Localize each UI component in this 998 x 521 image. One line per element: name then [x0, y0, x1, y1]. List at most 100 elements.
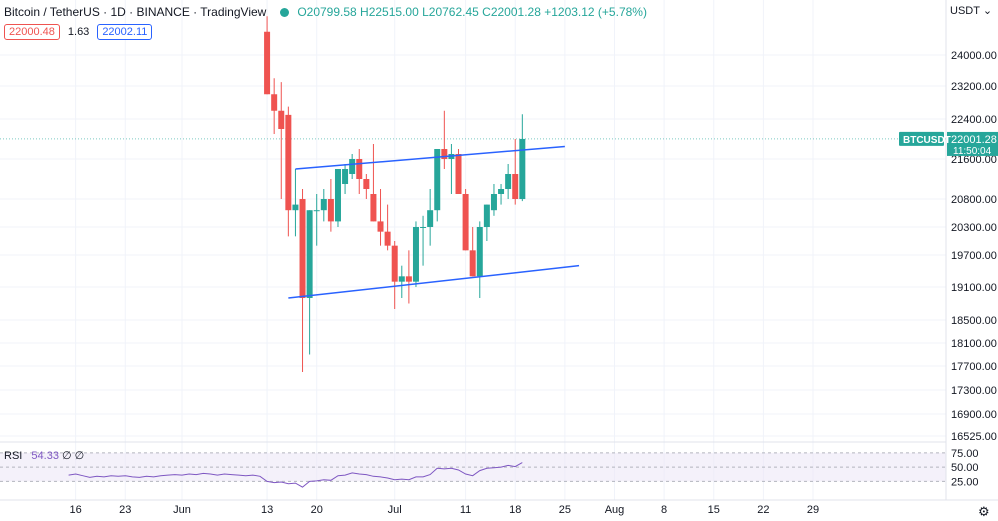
sell-button[interactable]: 22000.48: [4, 24, 60, 40]
candle-body: [469, 250, 476, 277]
spread-value: 1.63: [67, 26, 90, 38]
time-tick-label: Jun: [173, 504, 191, 516]
time-tick-label: 11: [460, 504, 471, 516]
candles: [264, 16, 526, 372]
trendline: [288, 264, 580, 299]
candle: [483, 204, 490, 241]
price-tick-label: 23200.00: [951, 81, 997, 93]
price-tick-label: 18100.00: [951, 338, 997, 350]
rsi-tick-label: 75.00: [951, 448, 979, 460]
candle: [427, 189, 434, 246]
candle-body: [342, 169, 349, 184]
candle: [441, 110, 448, 169]
candle: [363, 174, 370, 199]
candle: [313, 194, 320, 246]
symbol-tag-text: BTCUSDT: [903, 135, 951, 146]
price-tick-label: 20800.00: [951, 194, 997, 206]
candle-body: [427, 210, 434, 227]
buy-button[interactable]: 22002.11: [97, 24, 153, 40]
candle-body: [313, 210, 320, 212]
time-tick-label: 16: [70, 504, 82, 516]
candle: [405, 250, 412, 304]
candle-body: [278, 110, 285, 129]
candle: [455, 149, 462, 194]
candle-body: [391, 245, 398, 282]
candle: [398, 265, 405, 298]
candle: [271, 78, 278, 134]
price-tick-label: 17700.00: [951, 361, 997, 373]
candle: [292, 169, 299, 237]
time-tick-label: 8: [661, 504, 667, 516]
candle: [384, 204, 391, 251]
price-tick-label: 19700.00: [951, 250, 997, 262]
candle: [391, 241, 398, 309]
time-tick-label: 29: [807, 504, 819, 516]
candle-body: [405, 276, 412, 282]
symbol-legend: Bitcoin / TetherUS · 1D · BINANCE · Trad…: [4, 5, 647, 19]
rsi-line: [68, 462, 523, 488]
chevron-down-icon: ⌄: [982, 5, 993, 17]
candle-body: [384, 231, 391, 246]
grid-lines: [0, 0, 946, 500]
candle-body: [441, 149, 448, 159]
candle: [420, 215, 427, 266]
candle-body: [264, 31, 271, 95]
ohlc-values: O20799.58 H22515.00 L20762.45 C22001.28 …: [297, 5, 647, 19]
price-tick-label: 16900.00: [951, 409, 997, 421]
price-tick-label: 24000.00: [951, 50, 997, 62]
gear-icon[interactable]: ⚙: [978, 504, 990, 519]
time-tick-label: 23: [119, 504, 131, 516]
candle: [320, 189, 327, 222]
trade-buttons: 22000.48 1.63 22002.11: [4, 24, 153, 40]
candle-body: [398, 276, 405, 282]
candle-body: [476, 227, 483, 277]
countdown-value: 11:50:04: [953, 146, 992, 157]
candle-body: [320, 199, 327, 211]
symbol-title[interactable]: Bitcoin / TetherUS · 1D · BINANCE · Trad…: [4, 5, 267, 19]
candle: [462, 189, 469, 251]
market-status-icon: [280, 7, 290, 17]
candle: [264, 16, 271, 95]
candle: [285, 106, 292, 237]
time-tick-label: Aug: [605, 504, 625, 516]
candle-body: [455, 154, 462, 194]
candle: [490, 184, 497, 216]
candle-body: [434, 149, 441, 211]
time-tick-label: 15: [708, 504, 720, 516]
candle: [342, 164, 349, 194]
time-tick-label: 25: [559, 504, 571, 516]
candle-body: [356, 159, 363, 179]
price-tick-label: 20300.00: [951, 222, 997, 234]
candle: [356, 149, 363, 194]
candle-body: [363, 179, 370, 189]
candle-body: [483, 204, 490, 227]
candle: [519, 114, 526, 202]
currency-label: USDT: [950, 5, 980, 17]
candle-body: [512, 174, 519, 199]
candle-body: [377, 221, 384, 232]
candle-body: [327, 199, 334, 222]
time-tick-label: 13: [261, 504, 273, 516]
candle-body: [292, 204, 299, 211]
candle: [512, 139, 519, 205]
candle-body: [370, 194, 377, 222]
candle-body: [519, 138, 526, 200]
candle: [412, 221, 419, 287]
price-tick-label: 19100.00: [951, 282, 997, 294]
currency-selector[interactable]: USDT ⌄: [950, 4, 992, 17]
rsi-label[interactable]: RSI: [4, 450, 23, 462]
rsi-extra: ∅ ∅: [62, 450, 85, 462]
candle: [278, 82, 285, 199]
time-tick-label: 18: [509, 504, 521, 516]
candle: [306, 210, 313, 355]
last-price-value: 22001.28: [951, 134, 997, 146]
trendline: [295, 145, 565, 170]
candle-body: [420, 227, 427, 228]
candle: [434, 149, 441, 222]
candle-body: [498, 189, 505, 194]
rsi-tick-label: 50.00: [951, 462, 979, 474]
candle-body: [299, 199, 306, 298]
symbol-tag: BTCUSDT: [899, 131, 951, 146]
